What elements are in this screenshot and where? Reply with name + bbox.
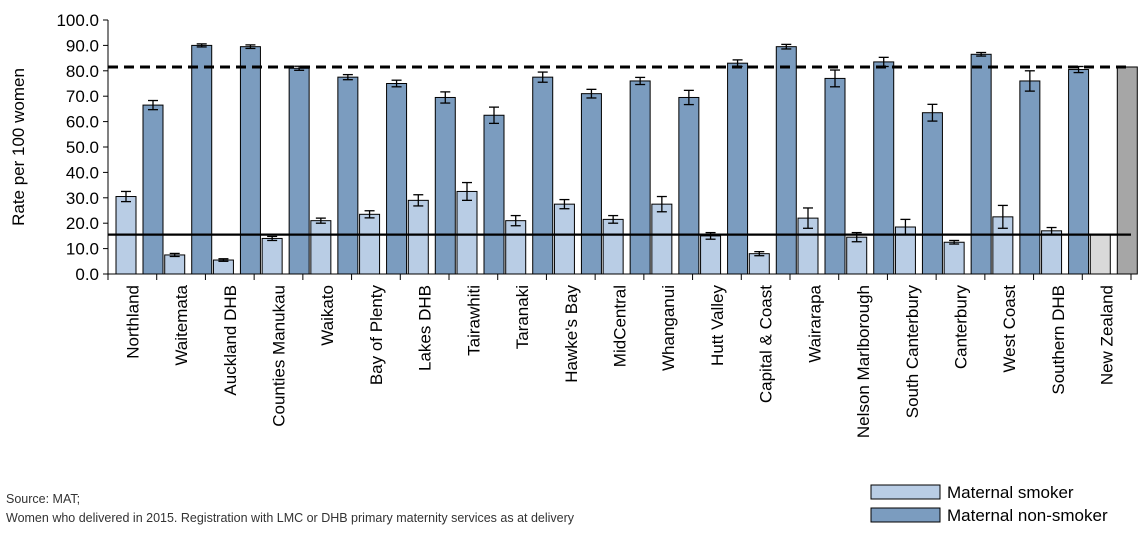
x-tick-label: Auckland DHB <box>221 285 240 396</box>
bar-maternal-non-smoker <box>1068 69 1090 275</box>
x-tick-label: Northland <box>123 285 142 359</box>
bar-maternal-smoker <box>1041 230 1063 275</box>
bar-maternal-smoker <box>505 220 527 275</box>
y-tick-label: 20.0 <box>66 214 99 233</box>
bar-maternal-smoker <box>261 237 283 275</box>
bar-maternal-non-smoker <box>1116 66 1138 275</box>
legend-label: Maternal non-smoker <box>947 506 1108 525</box>
y-tick-label: 80.0 <box>66 62 99 81</box>
y-tick-label: 90.0 <box>66 36 99 55</box>
bar-maternal-smoker <box>456 190 478 275</box>
x-tick-label: South Canterbury <box>903 285 922 419</box>
bar-maternal-non-smoker <box>678 96 700 275</box>
bar-maternal-non-smoker <box>727 62 749 275</box>
legend-swatch <box>870 507 941 523</box>
bar-maternal-non-smoker <box>386 83 408 275</box>
bar-maternal-non-smoker <box>629 80 651 275</box>
bar-maternal-non-smoker <box>1019 80 1041 275</box>
y-axis-label: Rate per 100 women <box>9 68 28 226</box>
y-tick-label: 0.0 <box>75 265 99 284</box>
x-tick-label: Southern DHB <box>1049 285 1068 395</box>
y-tick-label: 50.0 <box>66 138 99 157</box>
bar-maternal-smoker <box>700 235 722 275</box>
y-tick-label: 70.0 <box>66 87 99 106</box>
bar-maternal-smoker <box>164 254 186 275</box>
y-tick-label: 40.0 <box>66 163 99 182</box>
bar-maternal-smoker <box>1089 234 1111 275</box>
bar-maternal-smoker <box>846 236 868 275</box>
x-tick-label: MidCentral <box>611 285 630 367</box>
x-tick-label: Whanganui <box>659 285 678 371</box>
bar-maternal-smoker <box>748 253 770 275</box>
bar-maternal-non-smoker <box>142 104 164 275</box>
y-tick-label: 100.0 <box>56 11 99 30</box>
x-tick-label: Waitemata <box>172 284 191 365</box>
bar-maternal-non-smoker <box>824 77 846 275</box>
x-tick-label: Bay of Plenty <box>367 285 386 386</box>
legend-label: Maternal smoker <box>947 483 1074 502</box>
y-tick-label: 30.0 <box>66 189 99 208</box>
description-note: Women who delivered in 2015. Registratio… <box>6 511 575 525</box>
x-tick-label: Canterbury <box>952 285 971 370</box>
x-tick-label: Wairarapa <box>805 284 824 362</box>
bar-maternal-non-smoker <box>191 44 213 275</box>
bar-maternal-smoker <box>407 199 429 275</box>
bar-maternal-smoker <box>943 241 965 275</box>
legend-swatch <box>870 484 941 500</box>
bar-maternal-non-smoker <box>239 46 261 275</box>
bar-maternal-non-smoker <box>970 53 992 275</box>
x-tick-label: Capital & Coast <box>757 285 776 403</box>
bar-maternal-smoker <box>553 203 575 275</box>
bar-maternal-non-smoker <box>532 76 554 275</box>
x-tick-label: Nelson Marlborough <box>854 285 873 438</box>
bar-maternal-non-smoker <box>580 93 602 275</box>
bar-maternal-non-smoker <box>921 112 943 275</box>
x-tick-label: Counties Manukau <box>270 285 289 427</box>
x-tick-label: Waikato <box>318 285 337 346</box>
bar-maternal-non-smoker <box>337 76 359 275</box>
x-tick-label: Lakes DHB <box>416 285 435 371</box>
bar-maternal-smoker <box>359 213 381 275</box>
x-tick-label: Taranaki <box>513 285 532 349</box>
y-tick-label: 10.0 <box>66 240 99 259</box>
y-tick-label: 60.0 <box>66 113 99 132</box>
bar-maternal-non-smoker <box>288 67 310 275</box>
x-tick-label: West Coast <box>1000 285 1019 373</box>
bar-maternal-non-smoker <box>873 61 895 275</box>
source-note: Source: MAT; <box>6 492 81 506</box>
bar-maternal-non-smoker <box>775 46 797 275</box>
x-tick-label: New Zealand <box>1098 285 1117 385</box>
x-tick-label: Tairawhiti <box>464 285 483 356</box>
bar-maternal-smoker <box>310 220 332 275</box>
bar-maternal-non-smoker <box>483 114 505 275</box>
bar-maternal-smoker <box>602 218 624 275</box>
bar-maternal-non-smoker <box>434 96 456 275</box>
x-tick-label: Hutt Valley <box>708 285 727 366</box>
x-tick-label: Hawke's Bay <box>562 285 581 383</box>
bar-maternal-smoker <box>212 259 234 275</box>
bar-maternal-smoker <box>651 203 673 275</box>
